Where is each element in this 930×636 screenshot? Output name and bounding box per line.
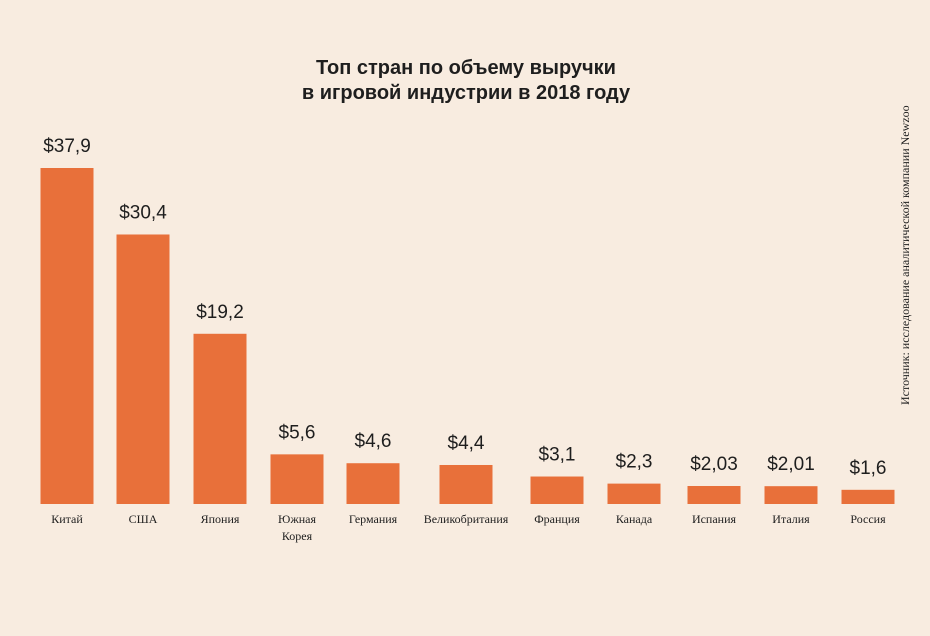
category-label-3: Южная Корея [278,512,317,543]
value-label-8: $2,03 [690,454,738,475]
bar-8 [687,486,741,504]
category-label-9: Италия [772,512,810,526]
bar-7 [607,483,661,504]
bar-5 [439,464,493,504]
chart-title: Топ стран по объему выручки в игровой ин… [302,57,631,104]
bar-9 [764,486,818,504]
category-label-4: Германия [349,512,398,526]
category-label-8: Испания [692,512,737,526]
value-label-0: $37,9 [43,136,91,157]
category-label-7: Канада [616,512,653,526]
value-label-5: $4,4 [448,433,485,454]
value-label-7: $2,3 [616,452,653,473]
bar-0 [40,168,94,504]
category-label-6: Франция [534,512,580,526]
value-label-1: $30,4 [119,202,167,223]
bar-series [40,168,895,504]
category-label-5: Великобритания [424,512,509,526]
category-labels: Китай США Япония Южная Корея Германия Великобр… [51,512,886,543]
value-label-10: $1,6 [850,458,887,479]
value-label-9: $2,01 [767,454,815,475]
category-label-10: Россия [850,512,886,526]
bar-3 [270,454,324,504]
value-label-3: $5,6 [279,422,316,443]
chart-title-line-1: Топ стран по объему выручки [316,57,616,79]
bar-4 [346,463,400,504]
data-labels: $37,9 $30,4 $19,2 $5,6 $4,6 $4,4 $3,1 $2,3 $2,03… [43,136,886,479]
value-label-2: $19,2 [196,302,244,323]
bar-6 [530,476,584,504]
bar-10 [841,489,895,504]
bar-1 [116,234,170,504]
category-label-1: США [129,512,158,526]
value-label-4: $4,6 [355,431,392,452]
value-label-6: $3,1 [539,445,576,466]
category-label-0: Китай [51,512,83,526]
chart-title-line-2: в игровой индустрии в 2018 году [302,82,631,104]
category-label-2: Япония [201,512,240,526]
source-note: Источник: исследование аналитической ком… [898,105,912,405]
bar-2 [193,333,247,504]
